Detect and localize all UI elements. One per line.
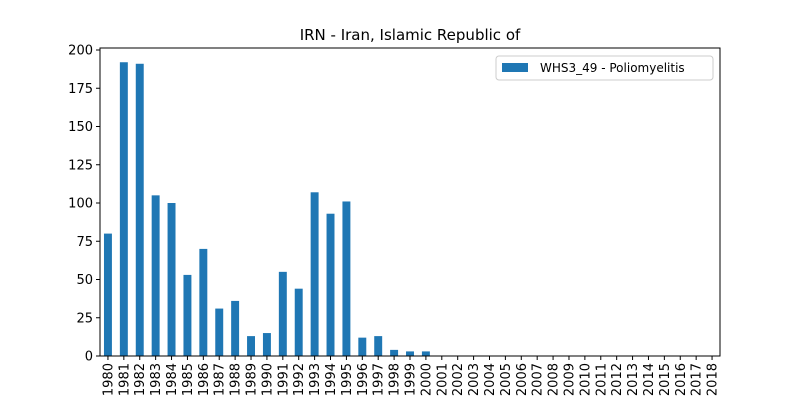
bar-1994: [326, 213, 335, 356]
x-tick-label-1998: 1998: [388, 363, 403, 396]
x-tick-label-1996: 1996: [356, 363, 371, 396]
x-tick-label-1985: 1985: [181, 363, 196, 396]
plot-frame: [99, 47, 721, 357]
x-tick-label-1997: 1997: [372, 363, 387, 396]
y-tick-label-100: 100: [68, 197, 93, 212]
x-tick-label-1982: 1982: [133, 363, 148, 396]
bar-1984: [167, 203, 176, 356]
x-tick-label-2016: 2016: [674, 363, 689, 396]
bar-1980: [103, 233, 112, 356]
bar-1996: [358, 337, 367, 356]
legend: WHS3_49 - Poliomyelitis: [495, 55, 714, 81]
x-tick-label-2013: 2013: [626, 363, 641, 396]
legend-frame: [495, 55, 714, 81]
bar-1995: [342, 201, 351, 356]
x-tick-label-2008: 2008: [547, 363, 562, 396]
chart-title: IRN - Iran, Islamic Republic of: [300, 26, 521, 44]
bar-1986: [199, 248, 208, 356]
x-tick-label-2017: 2017: [690, 363, 705, 396]
bars-layer: [103, 62, 430, 357]
x-tick-label-1990: 1990: [260, 363, 275, 396]
bar-1993: [310, 192, 319, 356]
y-tick-label-200: 200: [68, 44, 93, 59]
y-tick-label-75: 75: [76, 235, 93, 250]
bar-1999: [406, 351, 414, 356]
bar-1989: [247, 336, 255, 356]
x-tick-label-2000: 2000: [419, 363, 434, 396]
x-tick-label-2012: 2012: [610, 363, 625, 396]
x-tick-label-2014: 2014: [642, 363, 657, 396]
x-tick-label-2010: 2010: [578, 363, 593, 396]
x-tick-label-1995: 1995: [340, 363, 355, 396]
x-tick-label-2002: 2002: [451, 363, 466, 396]
bar-2000: [421, 351, 430, 356]
bar-1982: [135, 63, 144, 357]
x-tick-label-2009: 2009: [562, 363, 577, 396]
y-tick-label-175: 175: [68, 82, 93, 97]
bar-1997: [374, 336, 383, 356]
x-tick-label-1981: 1981: [117, 363, 132, 396]
x-tick-label-1994: 1994: [324, 363, 339, 396]
x-tick-label-2003: 2003: [467, 363, 482, 396]
bar-1985: [183, 274, 192, 356]
bar-1981: [119, 62, 128, 357]
legend-label: WHS3_49 - Poliomyelitis: [540, 61, 685, 75]
x-tick-label-1999: 1999: [404, 363, 419, 396]
bar-1991: [278, 271, 287, 356]
x-tick-label-2005: 2005: [499, 363, 514, 396]
y-tick-label-25: 25: [76, 311, 93, 326]
x-tick-label-2004: 2004: [483, 363, 498, 396]
x-tick-label-1983: 1983: [149, 363, 164, 396]
x-tick-label-1989: 1989: [245, 363, 260, 396]
x-tick-label-2018: 2018: [706, 363, 721, 396]
legend-swatch: [502, 63, 528, 72]
bar-1990: [262, 333, 271, 356]
x-tick-label-1988: 1988: [229, 363, 244, 396]
x-tick-label-2006: 2006: [515, 363, 530, 396]
x-tick-label-2001: 2001: [435, 363, 450, 396]
x-tick-label-1993: 1993: [308, 363, 323, 396]
bar-1998: [390, 349, 399, 356]
x-tick-label-1980: 1980: [101, 363, 116, 396]
x-tick-label-1984: 1984: [165, 363, 180, 396]
y-tick-label-150: 150: [68, 120, 93, 135]
bar-1992: [294, 288, 303, 356]
x-tick-label-1986: 1986: [197, 363, 212, 396]
x-tick-label-1987: 1987: [213, 363, 228, 396]
bar-1988: [231, 300, 240, 356]
x-tick-label-1992: 1992: [292, 363, 307, 396]
y-tick-label-125: 125: [68, 158, 93, 173]
x-tick-label-2015: 2015: [658, 363, 673, 396]
y-tick-label-50: 50: [76, 273, 93, 288]
y-tick-label-0: 0: [85, 350, 93, 365]
x-tick-label-2011: 2011: [594, 363, 609, 396]
bar-1987: [215, 308, 224, 356]
x-tick-label-1991: 1991: [276, 363, 291, 396]
x-tick-label-2007: 2007: [531, 363, 546, 396]
bar-1983: [151, 195, 160, 356]
